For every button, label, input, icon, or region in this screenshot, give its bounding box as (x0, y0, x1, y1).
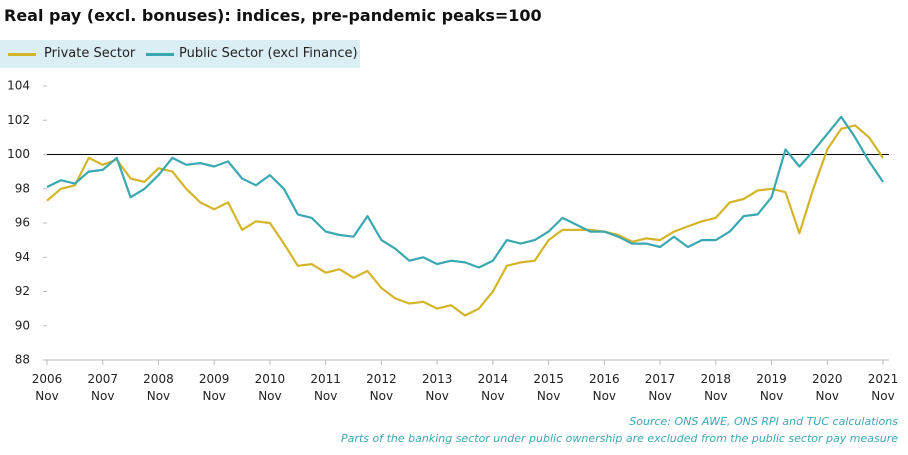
legend-label: Public Sector (excl Finance) (179, 46, 358, 61)
y-tick-label: 94 (15, 250, 30, 264)
x-tick-label: 2006 Nov (31, 372, 63, 403)
x-tick-label: 2020 Nov (811, 372, 843, 403)
y-tick-label: 90 (15, 318, 30, 332)
x-tick-label: 2017 Nov (644, 372, 676, 403)
legend-swatch (146, 53, 174, 56)
series-line (46, 124, 884, 317)
x-tick-label: 2013 Nov (421, 372, 453, 403)
x-tick-label: 2008 Nov (143, 372, 174, 403)
y-tick-label: 96 (15, 216, 30, 230)
source-note: Source: ONS AWE, ONS RPI and TUC calcula… (629, 415, 898, 428)
chart-title: Real pay (excl. bonuses): indices, pre-p… (4, 6, 542, 25)
x-tick-label: 2016 Nov (589, 372, 620, 403)
x-tick-label: 2007 Nov (87, 372, 118, 403)
x-tick-label: 2015 Nov (533, 372, 564, 403)
y-tick-label: 104 (7, 79, 30, 93)
legend: Private Sector Public Sector (excl Finan… (0, 40, 360, 68)
x-tick-label: 2019 Nov (756, 372, 787, 403)
legend-swatch (8, 53, 36, 56)
y-tick-label: 100 (7, 147, 30, 161)
x-tick-label: 2011 Nov (310, 372, 341, 403)
y-tick-label: 92 (15, 284, 30, 298)
x-tick-label: 2021 Nov (867, 372, 899, 403)
x-tick-label: 2018 Nov (700, 372, 732, 403)
x-tick-label: 2014 Nov (477, 372, 509, 403)
series-line (46, 115, 884, 269)
x-tick-label: 2009 Nov (198, 372, 230, 403)
y-tick-label: 88 (15, 353, 30, 367)
y-tick-label: 102 (7, 113, 30, 127)
x-tick-label: 2010 Nov (254, 372, 286, 403)
legend-label: Private Sector (44, 46, 136, 61)
x-tick-label: 2012 Nov (366, 372, 397, 403)
y-tick-label: 98 (15, 181, 30, 195)
footnote: Parts of the banking sector under public… (341, 432, 898, 445)
